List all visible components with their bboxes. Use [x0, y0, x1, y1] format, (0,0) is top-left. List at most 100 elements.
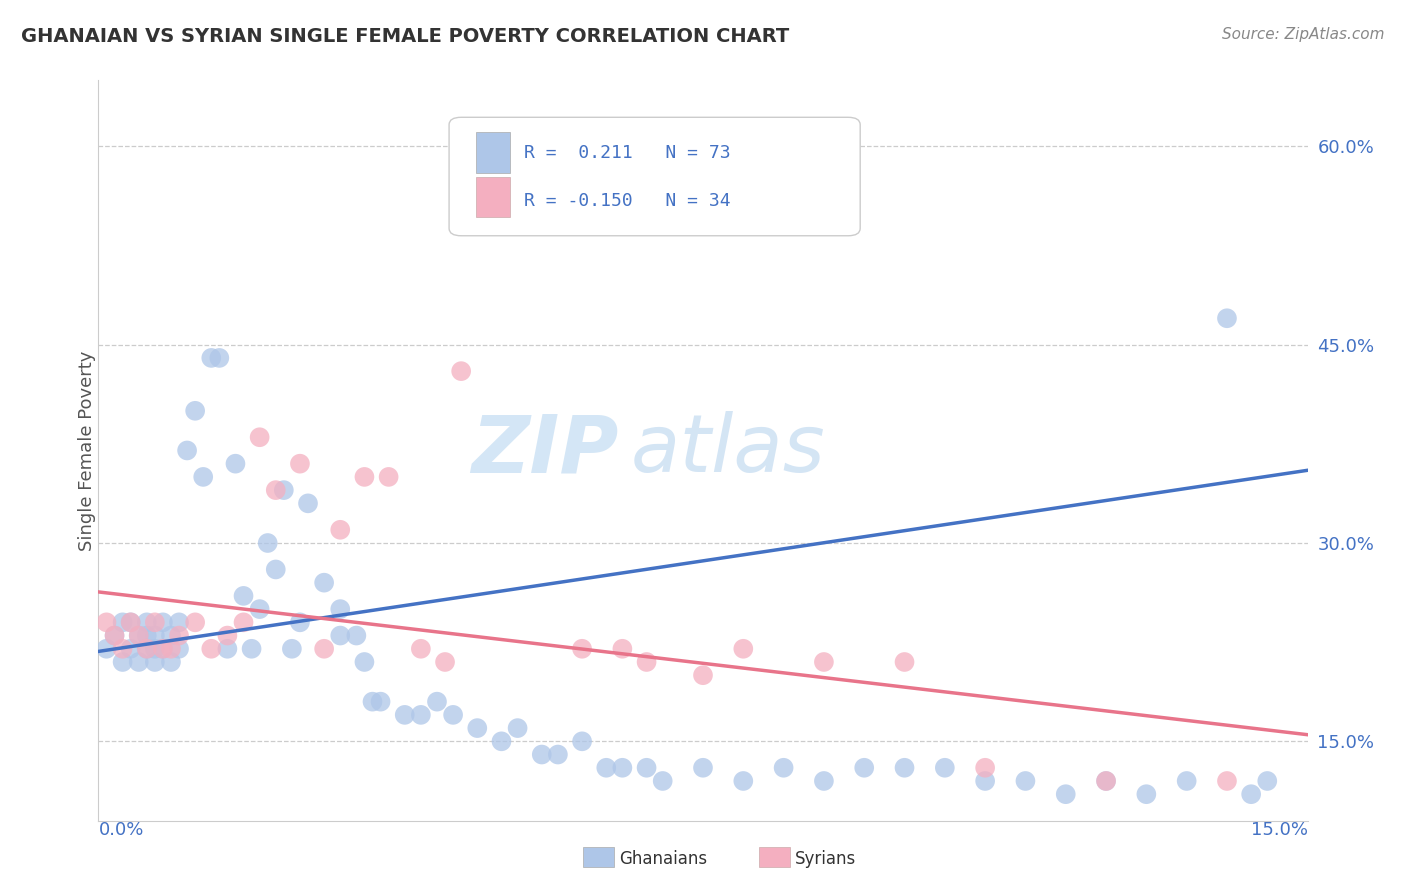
- Text: Syrians: Syrians: [794, 850, 856, 868]
- Point: [314, 575, 336, 590]
- Point: [1095, 774, 1118, 789]
- Point: [160, 629, 183, 643]
- Point: [636, 655, 658, 669]
- Point: [184, 404, 207, 418]
- Text: atlas: atlas: [630, 411, 825, 490]
- Point: [344, 629, 367, 643]
- Point: [167, 615, 190, 630]
- Point: [893, 655, 915, 669]
- Text: 0.0%: 0.0%: [98, 821, 143, 838]
- Point: [733, 641, 755, 656]
- Point: [772, 761, 794, 775]
- Point: [329, 602, 352, 616]
- Point: [103, 629, 125, 643]
- Point: [612, 641, 634, 656]
- Point: [217, 629, 239, 643]
- Point: [167, 629, 190, 643]
- Point: [184, 615, 207, 630]
- Point: [1014, 774, 1036, 789]
- Point: [974, 774, 997, 789]
- Point: [361, 695, 384, 709]
- Point: [692, 761, 714, 775]
- Point: [636, 761, 658, 775]
- Point: [232, 589, 254, 603]
- Point: [394, 707, 416, 722]
- Point: [692, 668, 714, 682]
- Text: GHANAIAN VS SYRIAN SINGLE FEMALE POVERTY CORRELATION CHART: GHANAIAN VS SYRIAN SINGLE FEMALE POVERTY…: [21, 27, 789, 45]
- Point: [329, 629, 352, 643]
- Point: [409, 707, 432, 722]
- Point: [96, 641, 118, 656]
- Point: [143, 641, 166, 656]
- Point: [353, 655, 375, 669]
- Point: [595, 761, 617, 775]
- Point: [813, 774, 835, 789]
- Point: [288, 615, 311, 630]
- Point: [297, 496, 319, 510]
- FancyBboxPatch shape: [475, 177, 509, 218]
- Text: Ghanaians: Ghanaians: [619, 850, 707, 868]
- Point: [128, 629, 150, 643]
- Text: 15.0%: 15.0%: [1250, 821, 1308, 838]
- Point: [491, 734, 513, 748]
- Point: [530, 747, 553, 762]
- Point: [120, 641, 142, 656]
- Point: [96, 615, 118, 630]
- Point: [571, 734, 593, 748]
- Point: [733, 774, 755, 789]
- Point: [240, 641, 263, 656]
- Point: [353, 470, 375, 484]
- Point: [426, 695, 449, 709]
- Point: [370, 695, 392, 709]
- Point: [160, 655, 183, 669]
- Point: [329, 523, 352, 537]
- Point: [651, 774, 673, 789]
- Point: [1216, 774, 1239, 789]
- Text: Source: ZipAtlas.com: Source: ZipAtlas.com: [1222, 27, 1385, 42]
- Point: [571, 641, 593, 656]
- Point: [813, 655, 835, 669]
- Point: [249, 430, 271, 444]
- Point: [450, 364, 472, 378]
- Point: [1135, 787, 1157, 801]
- Text: R =  0.211   N = 73: R = 0.211 N = 73: [524, 144, 731, 161]
- Point: [143, 629, 166, 643]
- Y-axis label: Single Female Poverty: Single Female Poverty: [79, 351, 96, 550]
- Point: [152, 641, 174, 656]
- Point: [200, 641, 222, 656]
- FancyBboxPatch shape: [475, 132, 509, 173]
- Point: [974, 761, 997, 775]
- Point: [232, 615, 254, 630]
- Point: [152, 641, 174, 656]
- Point: [111, 615, 134, 630]
- Point: [128, 655, 150, 669]
- Point: [441, 707, 464, 722]
- Point: [143, 615, 166, 630]
- Point: [506, 721, 529, 735]
- Point: [176, 443, 198, 458]
- Point: [120, 615, 142, 630]
- Point: [128, 629, 150, 643]
- Point: [200, 351, 222, 365]
- Point: [135, 615, 157, 630]
- Point: [224, 457, 246, 471]
- Point: [1216, 311, 1239, 326]
- Point: [1095, 774, 1118, 789]
- Point: [273, 483, 295, 497]
- Point: [314, 641, 336, 656]
- Point: [377, 470, 399, 484]
- Point: [249, 602, 271, 616]
- Point: [434, 655, 457, 669]
- Point: [1054, 787, 1077, 801]
- Point: [135, 641, 157, 656]
- Point: [409, 641, 432, 656]
- Point: [217, 641, 239, 656]
- Point: [160, 641, 183, 656]
- Point: [264, 562, 287, 576]
- Point: [264, 483, 287, 497]
- Point: [208, 351, 231, 365]
- Point: [120, 615, 142, 630]
- Point: [167, 641, 190, 656]
- Point: [288, 457, 311, 471]
- Point: [1175, 774, 1198, 789]
